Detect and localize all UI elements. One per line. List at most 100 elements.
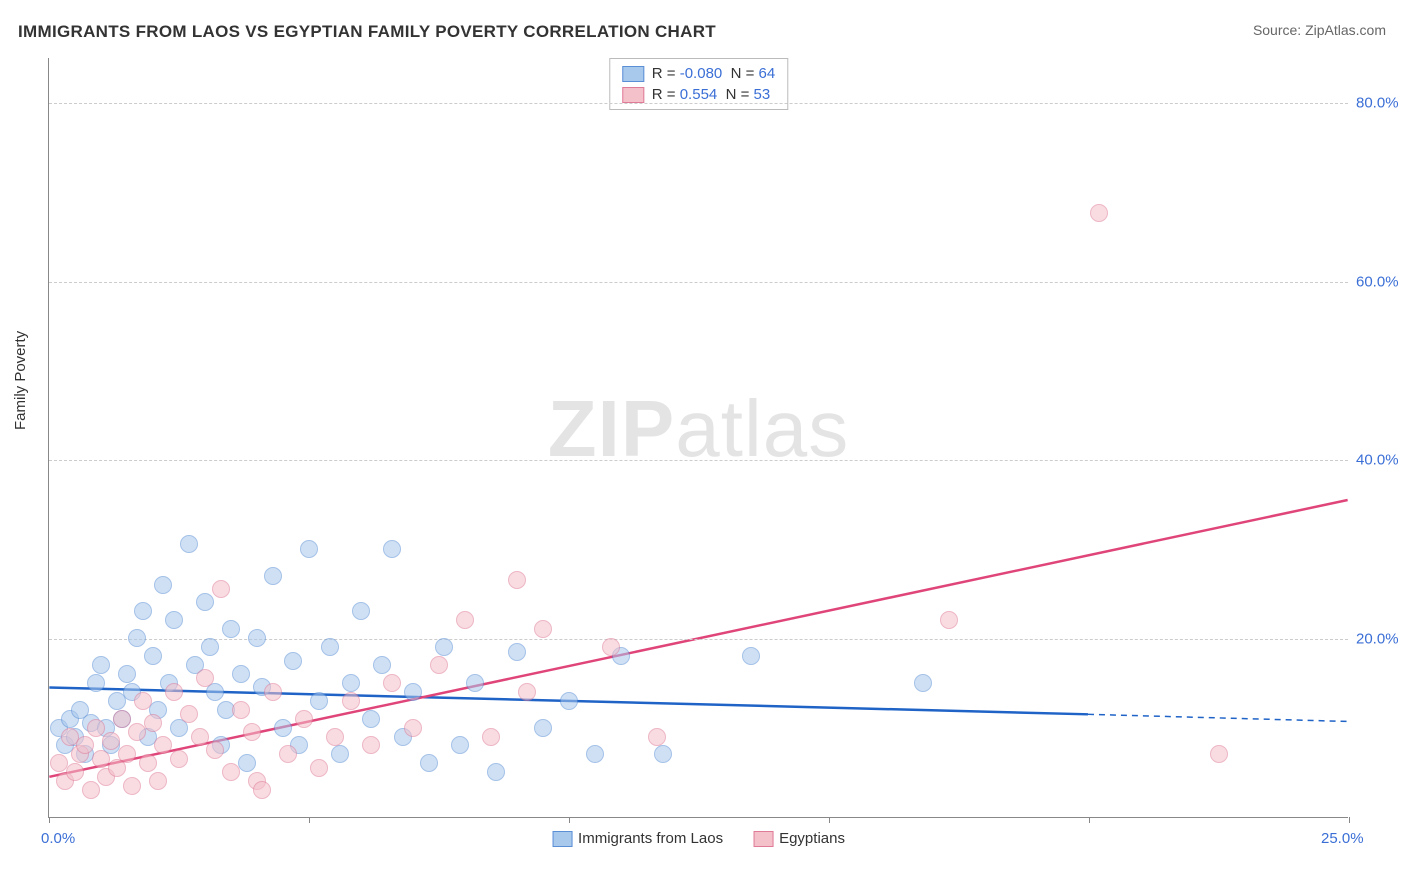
scatter-point [331, 745, 349, 763]
scatter-point [154, 576, 172, 594]
scatter-point [534, 719, 552, 737]
scatter-point [113, 710, 131, 728]
y-tick-label: 40.0% [1356, 452, 1406, 469]
scatter-point [232, 665, 250, 683]
gridline-h [49, 460, 1348, 461]
scatter-point [342, 674, 360, 692]
x-tick-mark [829, 817, 830, 823]
scatter-point [92, 656, 110, 674]
scatter-point [264, 683, 282, 701]
scatter-point [66, 763, 84, 781]
scatter-point [87, 719, 105, 737]
scatter-point [196, 669, 214, 687]
scatter-point [144, 647, 162, 665]
scatter-point [435, 638, 453, 656]
scatter-point [118, 745, 136, 763]
scatter-point [76, 736, 94, 754]
scatter-point [420, 754, 438, 772]
scatter-point [128, 629, 146, 647]
legend-item: Egyptians [753, 830, 845, 847]
scatter-point [560, 692, 578, 710]
scatter-point [648, 728, 666, 746]
scatter-point [518, 683, 536, 701]
scatter-point [232, 701, 250, 719]
legend-stat-row: R = -0.080 N = 64 [622, 63, 775, 84]
scatter-point [222, 620, 240, 638]
chart-source: Source: ZipAtlas.com [1253, 22, 1386, 38]
scatter-point [310, 759, 328, 777]
scatter-point [295, 710, 313, 728]
scatter-point [201, 638, 219, 656]
scatter-point [1090, 204, 1108, 222]
scatter-point [602, 638, 620, 656]
scatter-point [586, 745, 604, 763]
scatter-point [654, 745, 672, 763]
scatter-point [102, 732, 120, 750]
x-tick-mark [309, 817, 310, 823]
scatter-point [180, 705, 198, 723]
scatter-point [248, 629, 266, 647]
x-tick-label: 0.0% [41, 830, 75, 847]
scatter-point [300, 540, 318, 558]
gridline-h [49, 282, 1348, 283]
scatter-point [362, 736, 380, 754]
x-tick-label: 25.0% [1321, 830, 1364, 847]
scatter-point [212, 580, 230, 598]
scatter-point [362, 710, 380, 728]
scatter-point [149, 772, 167, 790]
chart-title: IMMIGRANTS FROM LAOS VS EGYPTIAN FAMILY … [18, 22, 716, 42]
scatter-point [264, 567, 282, 585]
x-tick-mark [1349, 817, 1350, 823]
scatter-point [466, 674, 484, 692]
scatter-point [206, 741, 224, 759]
scatter-point [940, 611, 958, 629]
scatter-point [326, 728, 344, 746]
scatter-point [274, 719, 292, 737]
scatter-point [451, 736, 469, 754]
y-tick-label: 20.0% [1356, 631, 1406, 648]
scatter-point [321, 638, 339, 656]
scatter-point [1210, 745, 1228, 763]
scatter-point [383, 674, 401, 692]
scatter-point [284, 652, 302, 670]
legend-item: Immigrants from Laos [552, 830, 723, 847]
y-tick-label: 80.0% [1356, 94, 1406, 111]
scatter-point [482, 728, 500, 746]
scatter-point [508, 571, 526, 589]
scatter-point [180, 535, 198, 553]
scatter-point [165, 611, 183, 629]
scatter-point [154, 736, 172, 754]
scatter-point [222, 763, 240, 781]
scatter-point [87, 674, 105, 692]
scatter-point [430, 656, 448, 674]
x-tick-mark [569, 817, 570, 823]
scatter-point [279, 745, 297, 763]
scatter-plot: ZIPatlas R = -0.080 N = 64R = 0.554 N = … [48, 58, 1348, 818]
scatter-point [404, 683, 422, 701]
scatter-point [373, 656, 391, 674]
scatter-point [383, 540, 401, 558]
y-axis-label: Family Poverty [12, 331, 29, 430]
scatter-point [139, 754, 157, 772]
x-tick-mark [1089, 817, 1090, 823]
scatter-point [534, 620, 552, 638]
scatter-point [238, 754, 256, 772]
scatter-point [134, 692, 152, 710]
scatter-point [123, 777, 141, 795]
scatter-point [165, 683, 183, 701]
scatter-point [118, 665, 136, 683]
scatter-point [144, 714, 162, 732]
gridline-h [49, 639, 1348, 640]
scatter-point [508, 643, 526, 661]
scatter-point [170, 750, 188, 768]
scatter-point [82, 781, 100, 799]
scatter-point [191, 728, 209, 746]
scatter-point [487, 763, 505, 781]
gridline-h [49, 103, 1348, 104]
scatter-point [196, 593, 214, 611]
scatter-point [310, 692, 328, 710]
scatter-point [134, 602, 152, 620]
scatter-point [914, 674, 932, 692]
scatter-point [342, 692, 360, 710]
scatter-point [456, 611, 474, 629]
